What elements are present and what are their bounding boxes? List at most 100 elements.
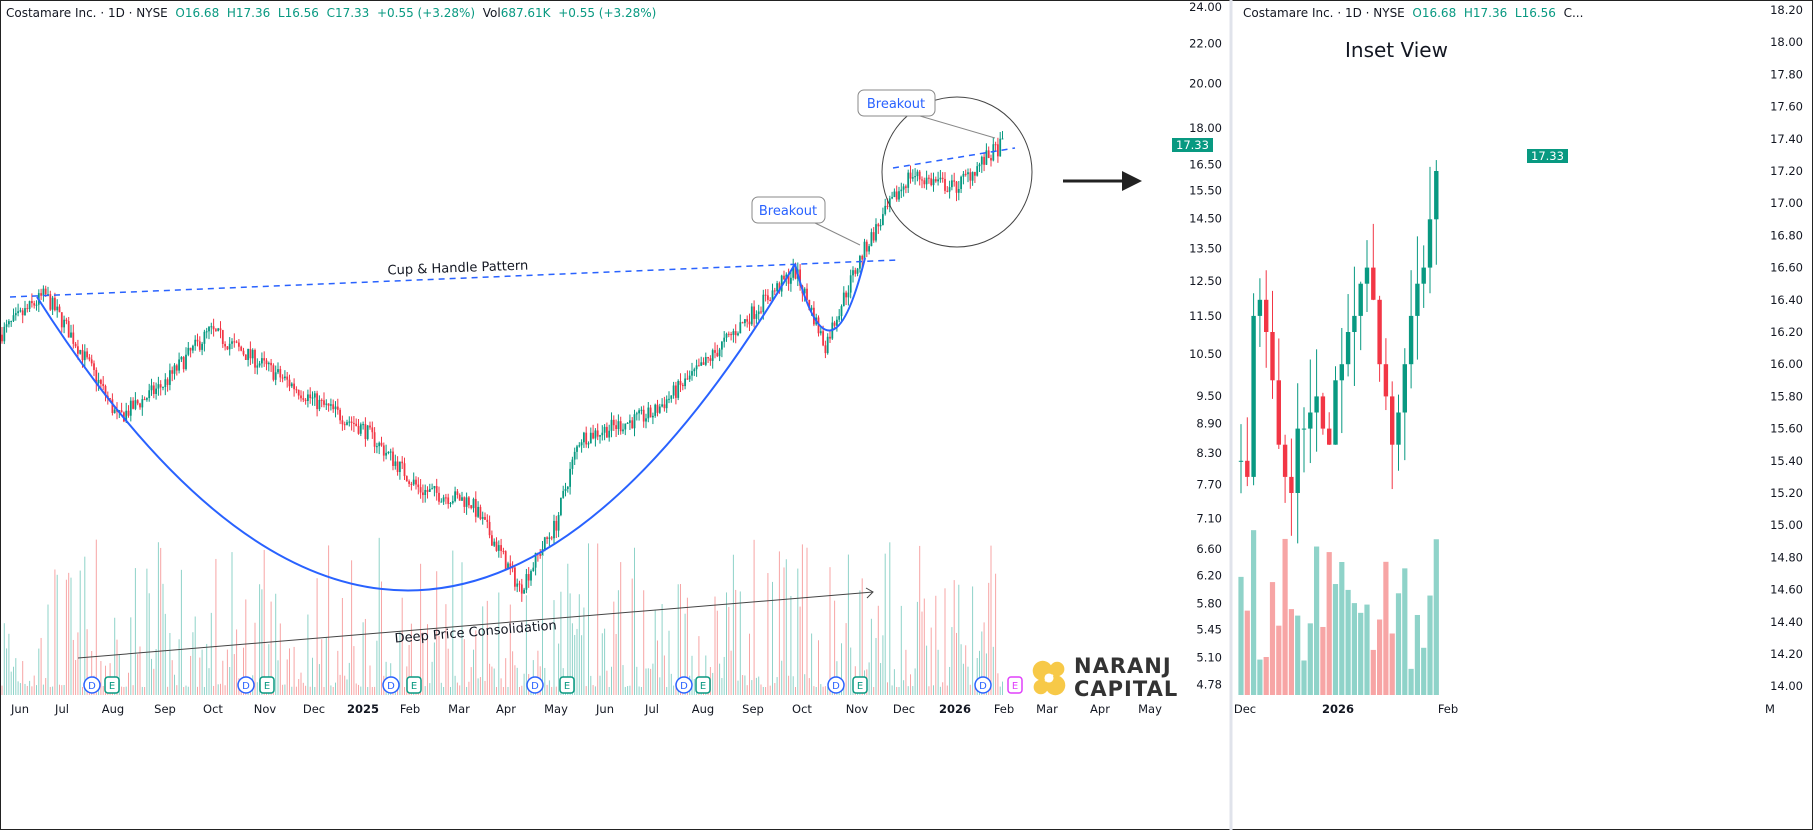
volume-bar [884,553,886,695]
candle-body [608,430,611,438]
time-axis-label: Aug [102,702,124,716]
volume-bar [735,589,737,695]
volume-bar [192,632,194,695]
inset-time-axis-label: M [1765,702,1775,716]
candle-body [477,506,479,517]
volume-bar [990,545,992,695]
volume-bar [300,672,302,695]
candle-body [143,399,146,401]
candle-body [134,400,137,409]
candle-body [309,394,312,399]
volume-bar [19,683,21,695]
candle-body [468,497,470,506]
candle-body [615,425,617,429]
volume-bar [877,605,879,695]
candle-body [238,342,240,347]
candle-body [166,379,169,385]
candle-body [994,144,997,146]
candle-body [261,358,263,364]
breakout-label: Breakout [867,97,925,112]
candle-body [19,310,22,312]
candle-body [909,172,912,179]
candle-body [826,336,829,354]
price-axis-label: 10.50 [1189,347,1222,361]
volume-bar [558,643,560,695]
candle-body [12,315,15,322]
candle-body [808,299,811,310]
inset-candle-body [1371,267,1376,300]
candle-body [366,425,369,440]
volume-bar [900,605,902,695]
candle-body [173,365,176,374]
volume-bar [942,682,944,695]
candle-body [60,312,63,328]
volume-bar [318,664,320,695]
candle-body [771,290,774,302]
volume-bar [1002,681,1003,695]
candle-body [916,171,919,177]
candle-body [288,379,291,387]
candle-body [17,311,19,314]
inset-time-axis-label: Feb [1438,702,1458,716]
candle-body [256,365,259,368]
inset-volume-bar [1320,626,1326,695]
candle-body [587,443,590,445]
event-marker-label: E [700,681,706,692]
candle-body [822,331,824,346]
dividend-marker-icon [237,676,255,694]
candle-body [139,403,141,408]
volume-bar [873,686,875,695]
candle-body [750,306,753,325]
candle-body [654,404,657,416]
inset-price-axis-label: 16.40 [1770,293,1803,307]
volume-bar [606,670,608,695]
volume-bar [737,680,739,695]
candle-body [14,313,17,316]
inset-volume-bar [1276,625,1282,695]
inset-volume-bar [1332,584,1339,695]
volume-bar [176,685,178,695]
volume-bar [912,686,914,695]
candle-body [148,390,151,399]
candle-body [709,358,712,361]
candle-body [619,421,622,432]
candle-body [525,574,528,590]
volume-bar [542,555,543,695]
volume-bar [486,600,488,695]
candle-body [698,365,700,367]
candle-body [362,424,364,426]
volume-bar [146,568,148,695]
candle-body [428,488,431,492]
volume-bar [818,640,819,695]
volume-bar [454,675,456,695]
inset-candle-body [1276,380,1281,445]
candle-body [228,343,231,350]
candle-body [746,319,749,322]
volume-bar [201,649,203,695]
volume-bar [141,686,143,695]
volume-bar [376,640,378,695]
volume-bar [930,627,932,695]
volume-bar [452,550,454,695]
candle-body [898,191,900,200]
volume-bar [507,686,509,695]
volume-bar [337,650,339,695]
candle-body [267,362,270,365]
candle-body [819,331,822,334]
candle-body [5,324,8,327]
candle-body [856,268,859,274]
candle-body [668,398,670,400]
candle-body [732,331,735,335]
volume-bar [592,685,594,695]
candle-body [928,177,930,179]
volume-bar [346,679,348,695]
volume-bar [661,604,663,695]
candle-body [152,385,155,394]
main-legend: Costamare Inc. · 1D · NYSE O16.68 H17.36… [6,6,656,20]
price-axis-label: 5.10 [1196,651,1222,665]
price-axis-label: 20.00 [1189,77,1222,91]
volume-bar [54,569,56,695]
candle-body [440,501,443,503]
volume-bar [422,632,424,695]
